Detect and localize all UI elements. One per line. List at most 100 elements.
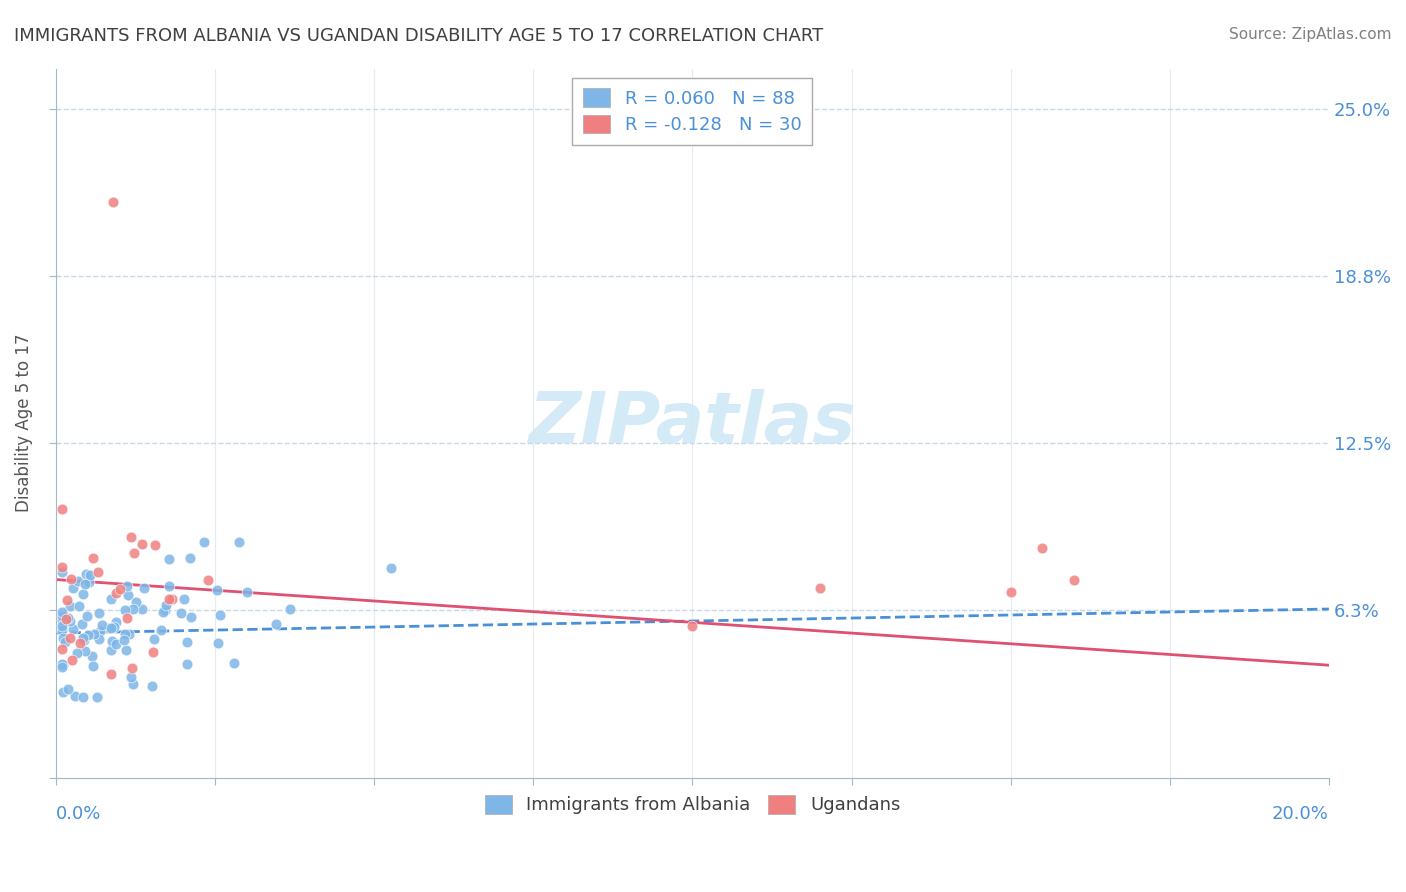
Point [152,605,174,619]
Point [100,643,122,657]
Point [80,649,103,664]
Point [157,592,180,607]
Point [121,677,143,691]
Legend: Immigrants from Albania, Ugandans: Immigrants from Albania, Ugandans [474,784,911,825]
Point [155,599,177,613]
Point [180,610,202,624]
Point [110,582,132,596]
Point [59,614,82,628]
Point [157,552,180,566]
Point [105,637,128,651]
Point [76,609,98,624]
Point [56,592,79,607]
Point [101,633,124,648]
Point [51,624,73,638]
Point [77,575,100,590]
Text: Source: ZipAtlas.com: Source: ZipAtlas.com [1229,27,1392,42]
Point [79,568,101,582]
Point [114,627,136,641]
Point [153,603,176,617]
Point [73,577,96,591]
Point [52,657,75,672]
Point [51,566,73,580]
Point [142,632,165,646]
Point [114,603,136,617]
Point [60,653,83,667]
Point [82,659,104,673]
Point [69,636,91,650]
Point [58,611,80,625]
Point [62,581,84,595]
Point [160,591,183,606]
Point [197,573,219,587]
Point [228,534,250,549]
Point [235,585,257,599]
Point [62,623,84,637]
Point [51,605,73,619]
Point [75,644,97,658]
Point [131,602,153,616]
Point [134,582,156,596]
Point [380,561,402,575]
Point [115,643,138,657]
Point [53,635,76,649]
Point [118,627,141,641]
Point [86,690,108,705]
Point [125,595,148,609]
Point [121,661,143,675]
Point [97,621,120,635]
Text: 20.0%: 20.0% [1272,805,1329,822]
Point [51,559,73,574]
Point [100,591,122,606]
Point [87,565,110,579]
Point [65,689,87,703]
Point [77,627,100,641]
Point [59,599,82,614]
Point [193,534,215,549]
Point [1000,584,1022,599]
Point [51,659,73,673]
Point [103,195,125,210]
Point [159,579,181,593]
Point [103,620,125,634]
Point [83,627,105,641]
Point [141,679,163,693]
Point [55,612,77,626]
Point [205,582,228,597]
Point [150,624,173,638]
Point [66,574,89,588]
Point [75,566,97,581]
Point [100,621,122,635]
Point [115,611,138,625]
Point [72,587,94,601]
Point [72,690,94,705]
Point [143,538,166,552]
Point [52,685,75,699]
Point [72,617,94,632]
Point [278,601,301,615]
Point [176,635,198,649]
Point [179,550,201,565]
Point [209,607,232,622]
Point [59,573,82,587]
Point [120,530,142,544]
Point [1031,541,1053,556]
Point [115,579,138,593]
Point [91,618,114,632]
Point [131,536,153,550]
Point [142,645,165,659]
Point [176,657,198,672]
Point [681,619,703,633]
Point [266,617,288,632]
Point [59,631,82,645]
Text: IMMIGRANTS FROM ALBANIA VS UGANDAN DISABILITY AGE 5 TO 17 CORRELATION CHART: IMMIGRANTS FROM ALBANIA VS UGANDAN DISAB… [14,27,824,45]
Point [89,632,111,647]
Y-axis label: Disability Age 5 to 17: Disability Age 5 to 17 [15,334,32,512]
Point [104,615,127,629]
Point [72,632,94,646]
Point [100,667,122,681]
Point [56,682,79,697]
Point [207,636,229,650]
Point [87,606,110,620]
Point [173,592,195,607]
